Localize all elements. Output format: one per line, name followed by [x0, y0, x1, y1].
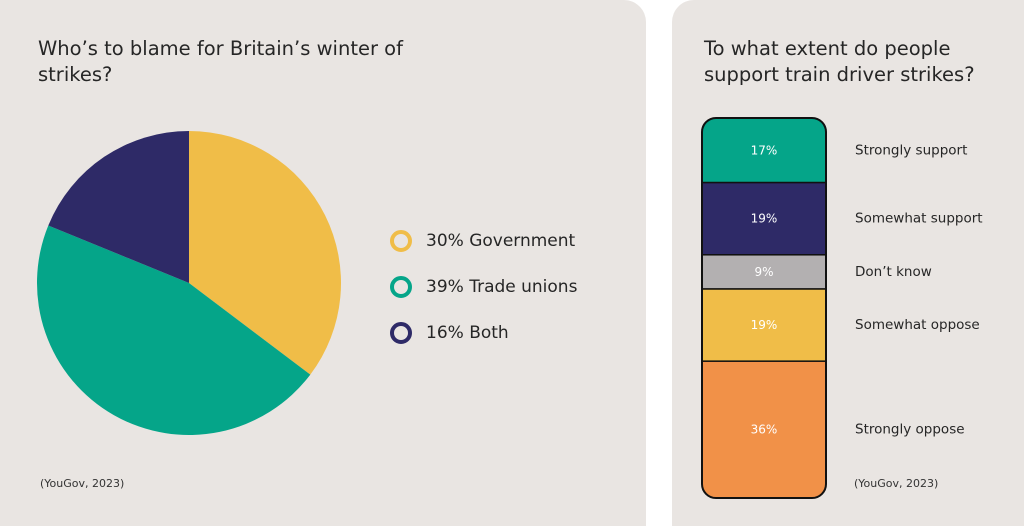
bar-value-label-strongly-oppose: 36%: [751, 423, 778, 437]
bar-category-label-don-t-know: Don’t know: [855, 264, 932, 280]
legend-item: 16% Both: [390, 320, 577, 346]
legend-item: 39% Trade unions: [390, 274, 577, 300]
bar-chart-title: To what extent do people support train d…: [704, 37, 975, 86]
pie-chart: [37, 131, 342, 435]
left-panel: Who’s to blame for Britain’s winter of s…: [0, 0, 646, 526]
left-source-note: (YouGov, 2023): [40, 477, 125, 490]
bar-segment-strongly-oppose: [702, 360, 826, 498]
bar-category-label-somewhat-oppose: Somewhat oppose: [855, 317, 980, 333]
bar-segment-strongly-support: [702, 118, 826, 184]
bar-segment-somewhat-support: [702, 181, 826, 256]
legend-ring-icon: [390, 230, 412, 252]
legend-label: 30% Government: [426, 231, 576, 251]
pie-slice-both: [48, 131, 190, 283]
bar-value-label-somewhat-oppose: 19%: [751, 318, 778, 332]
stacked-bar-chart: 17% Strongly support 19% Somewhat support 9%…: [701, 117, 983, 499]
bar-segment-somewhat-oppose: [702, 288, 826, 362]
pie-legend: 30% Government 39% Trade unions 16% Both: [390, 228, 577, 366]
legend-label: 39% Trade unions: [426, 277, 578, 297]
bar-value-label-somewhat-support: 19%: [751, 212, 778, 226]
bar-category-label-somewhat-support: Somewhat support: [855, 211, 983, 227]
bar-category-label-strongly-oppose: Strongly oppose: [855, 422, 965, 438]
right-source-note: (YouGov, 2023): [854, 477, 939, 490]
bar-category-label-strongly-support: Strongly support: [855, 142, 967, 158]
bar-outline: [701, 117, 827, 499]
pie-slice-trade-unions: [37, 225, 311, 435]
legend-ring-icon: [390, 276, 412, 298]
pie-slice-government: [189, 131, 342, 375]
pie-chart-title: Who’s to blame for Britain’s winter of s…: [38, 37, 403, 86]
bar-segment-don-t-know: [702, 254, 826, 290]
legend-ring-icon: [390, 322, 412, 344]
legend-item: 30% Government: [390, 228, 577, 254]
bar-value-label-strongly-support: 17%: [751, 143, 778, 157]
right-panel: To what extent do people support train d…: [672, 0, 1024, 526]
bar-value-label-don-t-know: 9%: [754, 265, 773, 279]
legend-label: 16% Both: [426, 323, 509, 343]
